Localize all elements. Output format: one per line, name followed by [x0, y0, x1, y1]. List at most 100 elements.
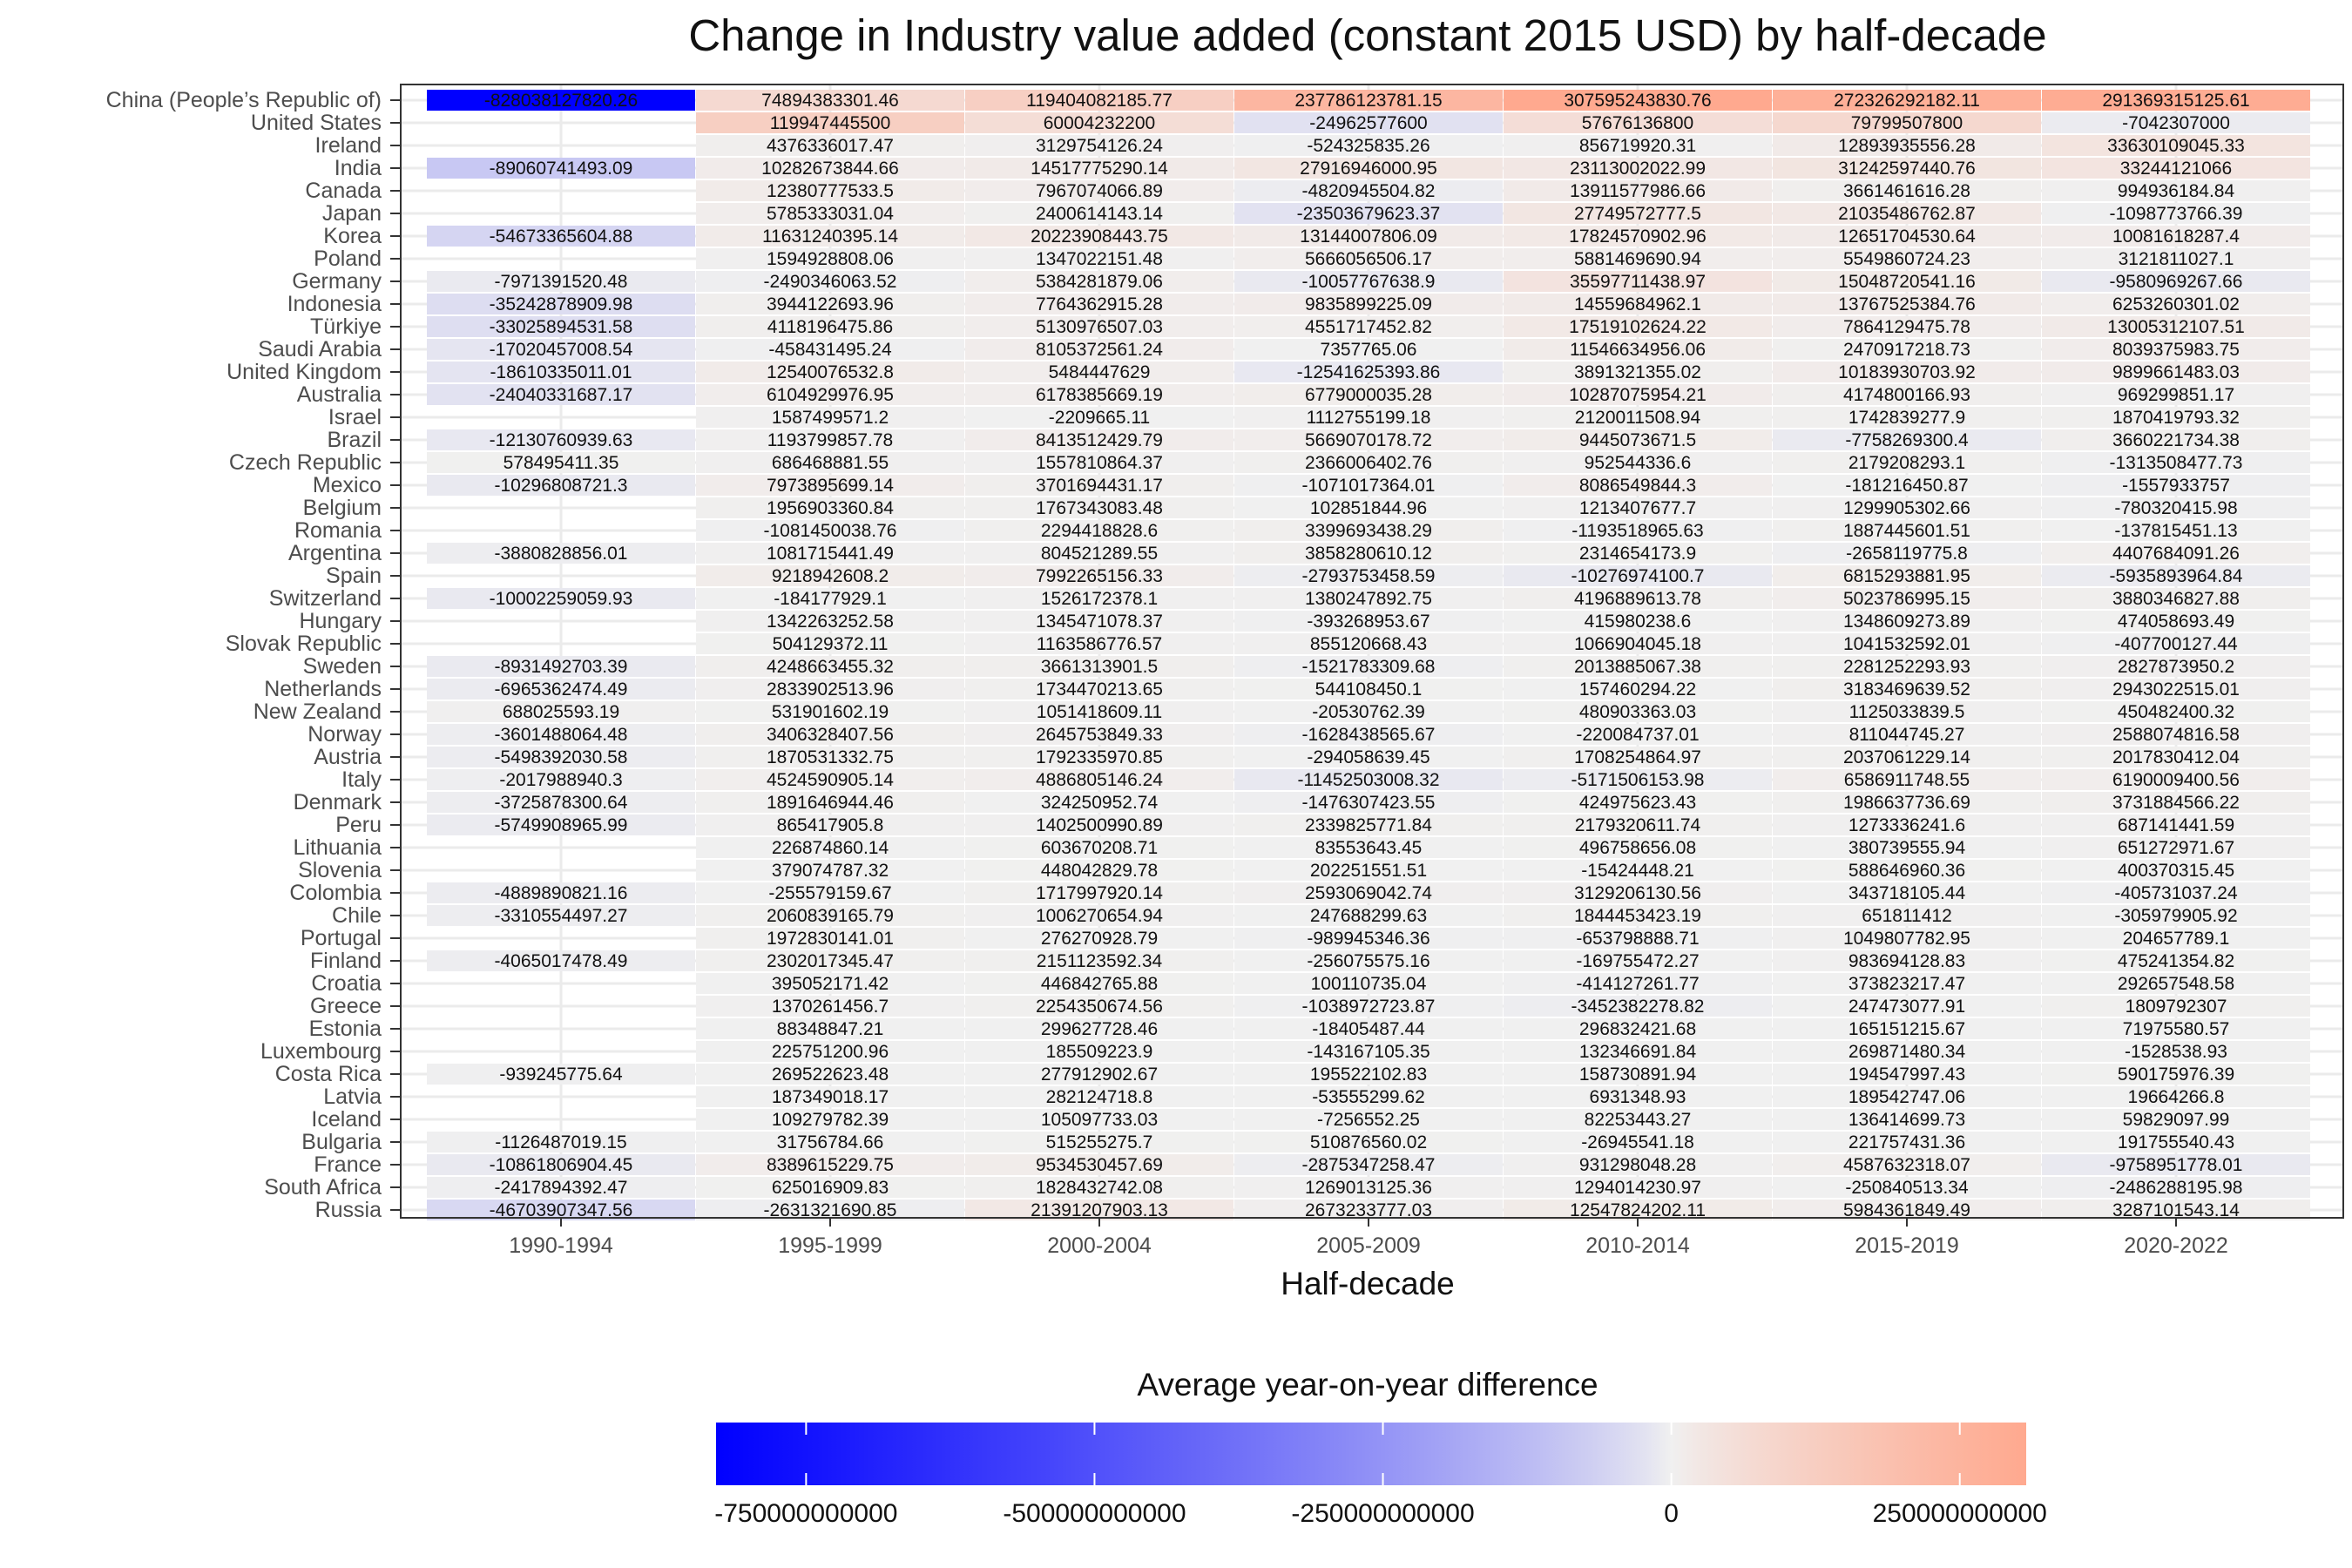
cell-value-label: 1125033839.5	[1849, 702, 1965, 722]
cell-value-label: -2658119775.8	[1846, 544, 1968, 564]
y-axis-label: Portugal	[301, 926, 382, 950]
cell-value-label: 291369315125.61	[2102, 91, 2249, 111]
heatmap-cell	[1773, 112, 2041, 133]
cell-value-label: 20223908443.75	[1031, 226, 1168, 247]
heatmap-cell	[1773, 565, 2041, 586]
heatmap-cell	[1773, 226, 2041, 247]
cell-value-label: 194547997.43	[1848, 1064, 1965, 1085]
x-axis-label: 1995-1999	[778, 1233, 882, 1258]
cell-value-label: 102851844.96	[1310, 498, 1427, 518]
cell-value-label: -2631321690.85	[764, 1200, 897, 1220]
heatmap-cell	[1234, 1018, 1503, 1039]
cell-value-label: 446842765.88	[1041, 974, 1158, 994]
heatmap-cell	[1504, 520, 1772, 541]
cell-value-label: -939245775.64	[499, 1064, 623, 1085]
heatmap-cell	[1773, 633, 2041, 654]
cell-value-label: 79799507800	[1851, 113, 1963, 133]
heatmap-cell	[1773, 362, 2041, 382]
cell-value-label: 2833902513.96	[767, 679, 894, 700]
heatmap-cell	[1773, 1154, 2041, 1175]
cell-value-label: 6190009400.56	[2112, 770, 2240, 790]
heatmap-cell	[965, 520, 1233, 541]
cell-value-label: 3661313901.5	[1041, 657, 1158, 677]
heatmap-cell	[965, 452, 1233, 473]
cell-value-label: -3452382278.82	[1571, 997, 1705, 1017]
heatmap-cell	[965, 996, 1233, 1017]
cell-value-label: -143167105.35	[1307, 1042, 1429, 1062]
heatmap-cell	[2042, 588, 2310, 609]
heatmap-cell	[2042, 362, 2310, 382]
heatmap-cell	[1234, 1154, 1503, 1175]
cell-value-label: 195522102.83	[1310, 1064, 1427, 1085]
cell-value-label: 33630109045.33	[2107, 136, 2245, 156]
cell-value-label: 83553643.45	[1315, 838, 1423, 858]
cell-value-label: 5785333031.04	[767, 204, 894, 224]
cell-value-label: 6931348.93	[1590, 1087, 1686, 1107]
cell-value-label: 12547824202.11	[1570, 1200, 1706, 1220]
heatmap-cell	[696, 90, 964, 111]
heatmap-cell	[427, 339, 695, 360]
cell-value-label: 8039375983.75	[2112, 340, 2240, 360]
heatmap-cell	[965, 633, 1233, 654]
cell-value-label: -1098773766.39	[2110, 204, 2243, 224]
heatmap-cell	[2042, 860, 2310, 881]
heatmap-cell	[2042, 248, 2310, 269]
legend-tick-label: 250000000000	[1873, 1499, 2047, 1528]
heatmap-cell	[1234, 611, 1503, 632]
y-axis-label: Romania	[294, 518, 382, 543]
y-axis-label: India	[335, 156, 382, 180]
heatmap-cell	[1504, 656, 1772, 677]
cell-value-label: 10287075954.21	[1569, 385, 1707, 405]
cell-value-label: -7971391520.48	[495, 272, 628, 292]
cell-value-label: -220084737.01	[1576, 725, 1699, 745]
y-axis-label: Estonia	[309, 1017, 382, 1041]
cell-value-label: 480903363.03	[1579, 702, 1696, 722]
cell-value-label: -3725878300.64	[495, 793, 628, 813]
heatmap-cell	[965, 226, 1233, 247]
heatmap-cell	[1234, 792, 1503, 813]
heatmap-cell	[696, 112, 964, 133]
heatmap-cell	[1504, 407, 1772, 428]
cell-value-label: 475241354.82	[2118, 951, 2234, 971]
heatmap-cell	[1504, 135, 1772, 156]
cell-value-label: 994936184.84	[2118, 181, 2235, 201]
heatmap-cell	[1773, 90, 2041, 111]
heatmap-cell	[696, 973, 964, 994]
cell-value-label: -255579159.67	[768, 883, 891, 903]
cell-value-label: 15048720541.16	[1838, 272, 1976, 292]
heatmap-cell	[1773, 973, 2041, 994]
cell-value-label: 2294418828.6	[1041, 521, 1158, 541]
cell-value-label: 8413512429.79	[1036, 430, 1163, 450]
heatmap-cell	[696, 497, 964, 518]
heatmap-cells	[427, 90, 2310, 1220]
heatmap-cell	[965, 497, 1233, 518]
cell-value-label: -407700127.44	[2114, 634, 2238, 654]
cell-value-label: -18405487.44	[1312, 1019, 1425, 1039]
cell-value-label: 299627728.46	[1041, 1019, 1158, 1039]
cell-value-label: 9835899225.09	[1305, 294, 1432, 314]
cell-value-label: 119404082185.77	[1026, 91, 1173, 111]
cell-value-label: 686468881.55	[772, 453, 889, 473]
cell-value-label: -24962577600	[1309, 113, 1427, 133]
heatmap-cell	[1234, 362, 1503, 382]
cell-value-label: 3406328407.56	[767, 725, 894, 745]
heatmap-cell	[1773, 950, 2041, 971]
cell-value-label: 277912902.67	[1041, 1064, 1158, 1085]
cell-value-label: -2486288195.98	[2110, 1178, 2243, 1198]
heatmap-cell	[427, 950, 695, 971]
heatmap-cell	[2042, 90, 2310, 111]
heatmap-cell	[427, 724, 695, 745]
cell-value-label: -393268953.67	[1307, 612, 1429, 632]
cell-value-label: 2400614143.14	[1036, 204, 1163, 224]
heatmap-cell	[1234, 112, 1503, 133]
heatmap-cell	[696, 611, 964, 632]
cell-value-label: 1348609273.89	[1843, 612, 1970, 632]
cell-value-label: 14517775290.14	[1031, 159, 1168, 179]
heatmap-cell	[1773, 429, 2041, 450]
heatmap-cell	[1773, 996, 2041, 1017]
heatmap-cell	[1773, 882, 2041, 903]
cell-value-label: -54673365604.88	[490, 226, 633, 247]
heatmap-cell	[2042, 543, 2310, 564]
cell-value-label: 1273336241.6	[1848, 815, 1965, 835]
